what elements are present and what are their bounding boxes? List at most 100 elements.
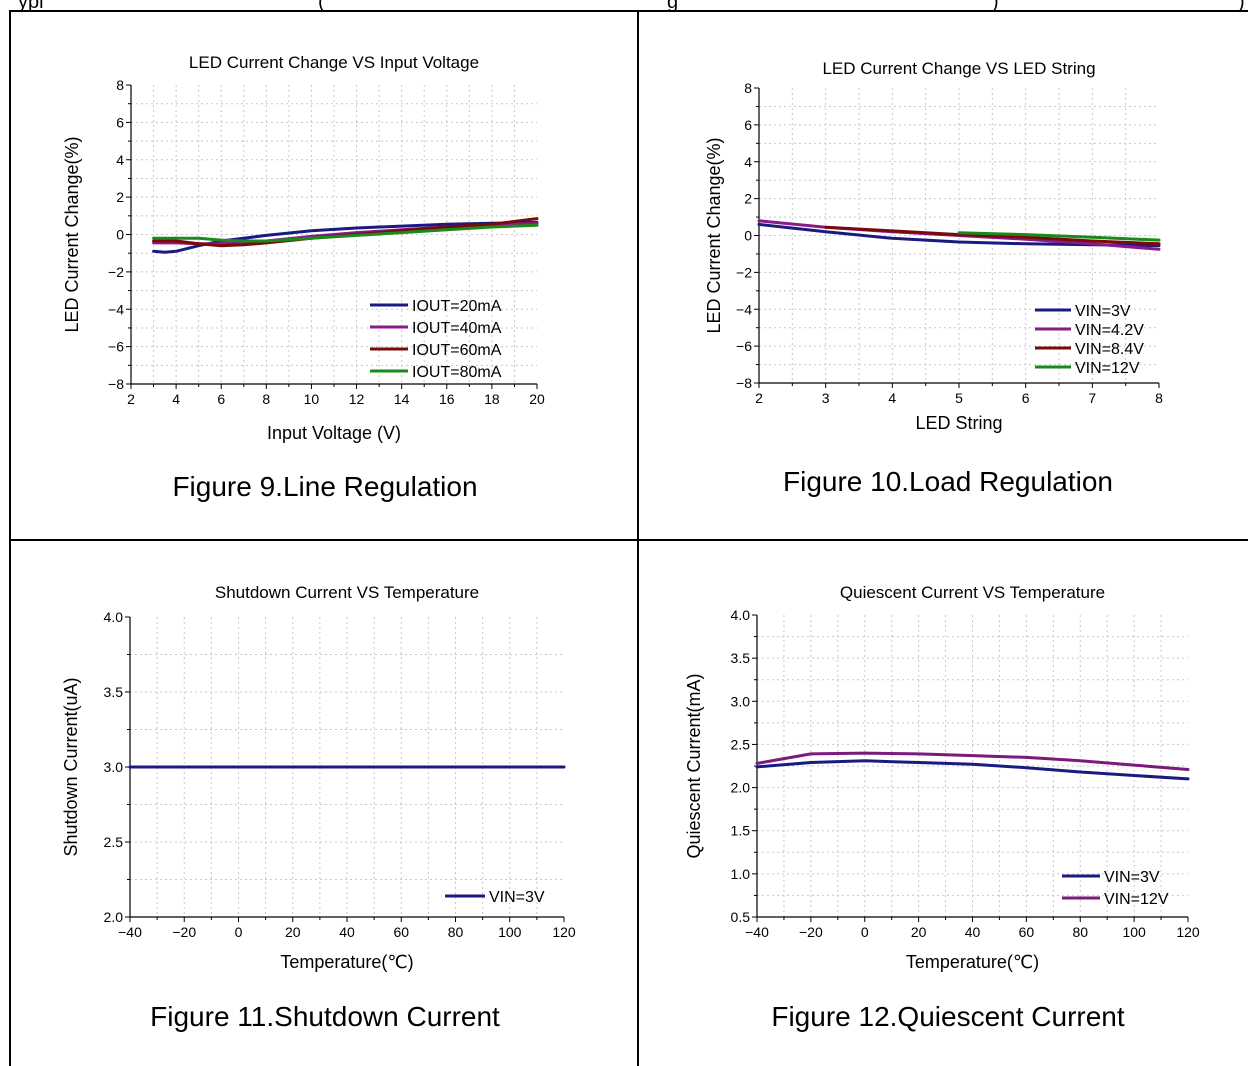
x-tick-label: 100 — [1122, 924, 1146, 940]
y-tick-label: 6 — [116, 114, 124, 130]
chart-title: LED Current Change VS Input Voltage — [189, 53, 479, 72]
x-tick-label: 100 — [498, 924, 522, 940]
x-tick-label: 60 — [393, 924, 409, 940]
x-tick-label: 2 — [755, 390, 763, 406]
x-axis-label: Temperature(℃) — [280, 952, 413, 972]
x-tick-label: 2 — [127, 391, 135, 407]
series-line-1 — [755, 759, 1190, 781]
figure-10-caption: Figure 10.Load Regulation — [782, 466, 1114, 497]
chart-title: LED Current Change VS LED String — [822, 59, 1095, 78]
y-tick-label: 4 — [744, 154, 752, 170]
x-tick-label: 120 — [552, 924, 576, 940]
y-tick-label: 1.0 — [731, 866, 751, 882]
legend-label-4: IOUT=80mA — [412, 364, 502, 381]
y-tick-label: 8 — [116, 77, 124, 93]
x-tick-label: 6 — [217, 391, 225, 407]
y-axis-label: LED Current Change(%) — [704, 137, 724, 333]
header-text-right: ) — [992, 0, 999, 13]
header-strip: ypi ( g ) ) — [0, 0, 1248, 14]
y-tick-label: 4 — [116, 152, 124, 168]
series-line-4 — [152, 223, 539, 243]
legend-label-4: VIN=12V — [1075, 360, 1140, 377]
figure-11-caption: Figure 11.Shutdown Current — [150, 1001, 500, 1032]
x-tick-label: 10 — [304, 391, 320, 407]
line-regulation-chart: 2 4 6 8 10 12 14 16 18 20 −8 −6 −4 −2 0 2 4 6 8 LED Current… — [62, 53, 545, 443]
legend-label-3: IOUT=60mA — [412, 342, 502, 359]
y-tick-label: −2 — [736, 264, 752, 280]
x-axis-label: Temperature(℃) — [906, 952, 1039, 972]
x-tick-label: 16 — [439, 391, 455, 407]
grid-lines — [757, 615, 1188, 917]
x-tick-label: 120 — [1176, 924, 1200, 940]
figure-9-caption: Figure 9.Line Regulation — [172, 471, 478, 502]
x-tick-label: 80 — [448, 924, 464, 940]
x-tick-label: 20 — [529, 391, 545, 407]
series-line-3 — [824, 225, 1161, 246]
x-tick-label: −20 — [799, 924, 823, 940]
y-axis-label: LED Current Change(%) — [62, 136, 82, 332]
y-tick-label: −8 — [108, 376, 124, 392]
y-axis-label: Shutdown Current(uA) — [61, 677, 81, 856]
y-tick-label: 0 — [744, 228, 752, 244]
y-tick-label: −8 — [736, 375, 752, 391]
x-tick-label: 7 — [1088, 390, 1096, 406]
y-tick-label: −6 — [108, 339, 124, 355]
x-tick-label: 14 — [394, 391, 410, 407]
chart-title: Shutdown Current VS Temperature — [215, 583, 479, 602]
x-tick-label: 8 — [262, 391, 270, 407]
x-tick-label: −40 — [118, 924, 142, 940]
series-line-1 — [152, 220, 539, 254]
y-tick-label: 1.5 — [731, 823, 751, 839]
x-tick-label: 3 — [822, 390, 830, 406]
x-tick-label: 40 — [339, 924, 355, 940]
x-tick-label: 18 — [484, 391, 500, 407]
x-tick-label: 20 — [285, 924, 301, 940]
legend-label-1: IOUT=20mA — [412, 298, 502, 315]
figure-12-caption: Figure 12.Quiescent Current — [771, 1001, 1125, 1032]
x-tick-label: 12 — [349, 391, 365, 407]
figure-grid-frame — [9, 10, 1248, 1066]
y-tick-label: 2.5 — [731, 736, 751, 752]
legend-label-3: VIN=8.4V — [1075, 341, 1144, 358]
header-text-middle2: g — [667, 0, 679, 13]
y-tick-label: 3.0 — [104, 759, 124, 775]
x-tick-label: 40 — [965, 924, 981, 940]
x-tick-label: 0 — [861, 924, 869, 940]
x-tick-label: 6 — [1022, 390, 1030, 406]
y-tick-label: 3.0 — [731, 693, 751, 709]
y-tick-label: −4 — [108, 301, 124, 317]
legend-label-1: VIN=3V — [1075, 303, 1131, 320]
y-tick-label: 3.5 — [731, 650, 751, 666]
y-axis-label: Quiescent Current(mA) — [684, 673, 704, 858]
x-axis-label: LED String — [915, 413, 1002, 433]
y-tick-label: 2 — [744, 191, 752, 207]
load-regulation-chart: 2 3 4 5 6 7 8 −8 −6 −4 −2 0 2 4 6 8 LED Current Change V… — [704, 59, 1163, 433]
y-tick-label: −4 — [736, 301, 752, 317]
legend-label-1: VIN=3V — [489, 889, 545, 906]
x-tick-label: −40 — [745, 924, 769, 940]
y-tick-label: 0 — [116, 227, 124, 243]
header-text-left: ypi — [18, 0, 44, 13]
y-tick-label: 2.0 — [731, 780, 751, 796]
grid-divider-vertical — [637, 10, 639, 1066]
y-tick-label: 0.5 — [731, 909, 751, 925]
y-tick-label: −6 — [736, 338, 752, 354]
chart-title: Quiescent Current VS Temperature — [840, 583, 1105, 602]
x-tick-label: 4 — [172, 391, 180, 407]
y-tick-label: −2 — [108, 264, 124, 280]
legend-label-2: VIN=12V — [1104, 891, 1169, 908]
x-tick-label: 80 — [1072, 924, 1088, 940]
x-tick-label: 5 — [955, 390, 963, 406]
x-tick-label: 60 — [1019, 924, 1035, 940]
y-tick-label: 8 — [744, 80, 752, 96]
y-tick-label: 4.0 — [731, 607, 751, 623]
y-tick-label: 2.5 — [104, 834, 124, 850]
legend-label-1: VIN=3V — [1104, 869, 1160, 886]
y-tick-label: 4.0 — [104, 609, 124, 625]
x-axis-label: Input Voltage (V) — [267, 423, 401, 443]
y-tick-label: 6 — [744, 117, 752, 133]
x-tick-label: −20 — [172, 924, 196, 940]
header-text-middle: ( — [318, 0, 325, 13]
legend-label-2: IOUT=40mA — [412, 320, 502, 337]
